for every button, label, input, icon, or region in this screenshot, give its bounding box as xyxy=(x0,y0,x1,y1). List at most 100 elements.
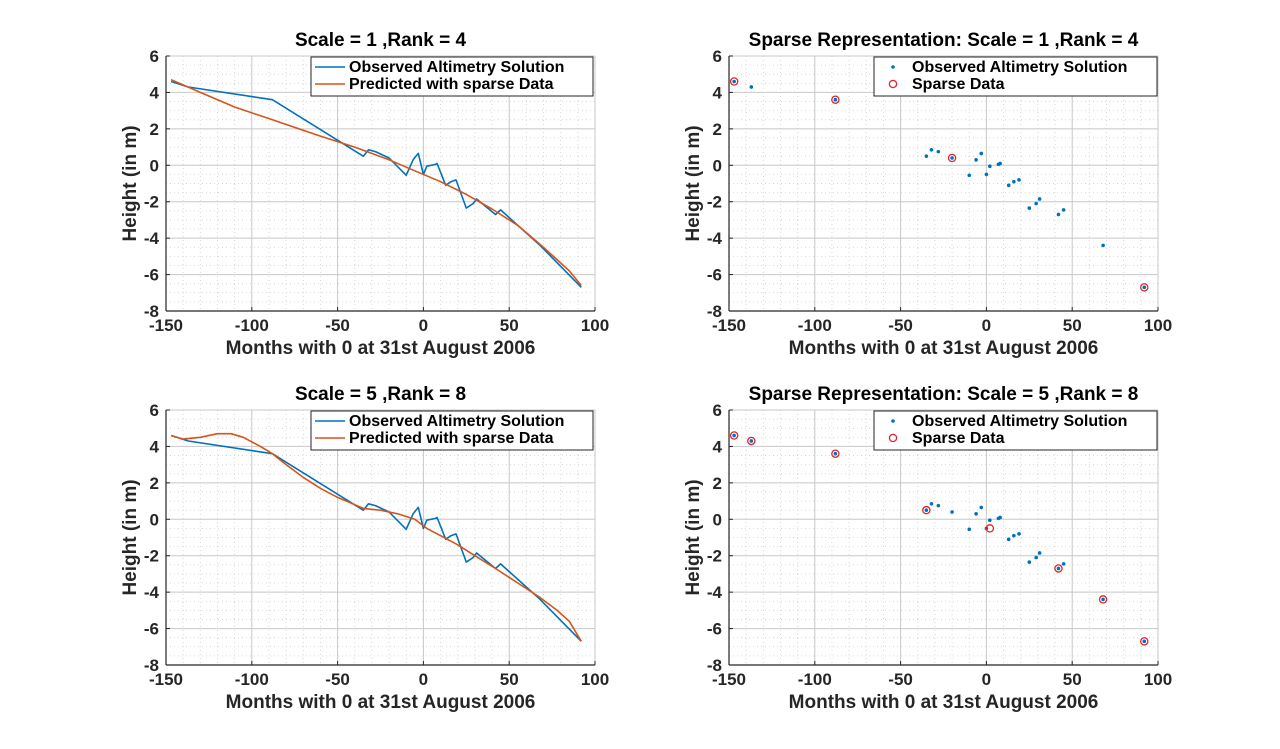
data-point xyxy=(974,158,978,162)
data-point xyxy=(732,79,736,84)
x-tick-label: 100 xyxy=(1144,316,1172,335)
sparse-point xyxy=(947,153,957,163)
data-point xyxy=(1037,551,1042,555)
y-tick-label: -6 xyxy=(707,266,722,285)
y-tick-label: -2 xyxy=(144,547,159,566)
y-tick-label: 0 xyxy=(713,156,722,175)
sparse-point xyxy=(1140,637,1149,646)
y-tick-label: 6 xyxy=(150,47,159,66)
legend-box xyxy=(873,410,1158,451)
major-grid xyxy=(165,55,596,312)
y-tick-label: -8 xyxy=(144,656,159,675)
legend-swatch xyxy=(888,79,898,89)
y-tick-label: -6 xyxy=(144,266,159,285)
data-point xyxy=(924,154,929,158)
x-tick-label: 50 xyxy=(500,670,519,689)
y-tick-label: -6 xyxy=(144,620,159,639)
y-tick-label: 2 xyxy=(713,474,722,493)
sparse-point xyxy=(985,524,995,533)
legend-box xyxy=(310,56,594,97)
x-tick-label: -100 xyxy=(235,670,269,689)
legend-label: Observed Altimetry Solution xyxy=(912,59,1127,76)
x-tick-label: 50 xyxy=(500,316,519,335)
sparse-point xyxy=(1140,283,1149,292)
series-line xyxy=(170,80,582,288)
series-line xyxy=(170,78,582,287)
legend-swatch xyxy=(891,419,895,423)
minor-grid xyxy=(729,410,1158,665)
legend-box xyxy=(310,410,594,451)
x-tick-label: -50 xyxy=(888,670,913,689)
data-point xyxy=(1027,560,1032,564)
subplot-3: -150 -100 -50 0 50 100 6 4 2 0 -2 -4 -6 -8 Scale = 5 ,… xyxy=(120,384,609,713)
data-point xyxy=(950,156,954,160)
series-line xyxy=(170,432,582,642)
x-tick-label: 0 xyxy=(982,316,991,335)
series-line xyxy=(170,434,582,642)
data-point xyxy=(1061,208,1066,212)
data-point xyxy=(950,510,954,514)
x-tick-label: -100 xyxy=(798,316,832,335)
y-tick-label: -4 xyxy=(707,229,723,248)
sparse-point xyxy=(729,77,739,86)
chart-title: Scale = 1 ,Rank = 4 xyxy=(295,30,467,51)
legend-label: Predicted with sparse Data xyxy=(349,430,554,447)
data-point xyxy=(967,173,972,178)
y-tick-label: -8 xyxy=(707,656,722,675)
y-axis-label: Height (in m) xyxy=(120,125,141,241)
x-tick-label: 100 xyxy=(1144,670,1172,689)
data-point xyxy=(1012,179,1016,184)
x-tick-label: -100 xyxy=(798,670,832,689)
minor-grid xyxy=(166,410,595,665)
data-point xyxy=(929,148,934,152)
data-point xyxy=(1056,566,1061,571)
legend-box xyxy=(873,56,1158,97)
data-point xyxy=(929,502,934,506)
x-axis-label: Months with 0 at 31st August 2006 xyxy=(789,692,1099,713)
y-tick-label: -4 xyxy=(707,583,723,602)
series-line xyxy=(170,78,582,287)
series-circle xyxy=(729,77,1149,292)
legend-label: Observed Altimetry Solution xyxy=(349,413,564,430)
y-tick-label: -6 xyxy=(707,620,722,639)
legend-swatch xyxy=(888,433,898,443)
y-tick-label: 2 xyxy=(150,120,159,139)
data-point xyxy=(1017,532,1021,536)
x-tick-label: -50 xyxy=(325,670,350,689)
data-point xyxy=(1006,537,1011,542)
sparse-point xyxy=(747,436,756,446)
legend-label: Predicted with sparse Data xyxy=(349,76,554,93)
x-tick-label: 0 xyxy=(982,670,991,689)
y-axis-label: Height (in m) xyxy=(683,125,704,241)
y-tick-label: -8 xyxy=(707,302,722,321)
legend-swatch xyxy=(891,65,895,69)
series-line xyxy=(170,80,582,288)
sparse-point xyxy=(831,95,840,104)
series-line xyxy=(170,432,582,642)
data-point xyxy=(1037,197,1042,201)
x-tick-label: 0 xyxy=(419,316,428,335)
sparse-point xyxy=(729,431,739,440)
data-point xyxy=(967,527,972,532)
y-tick-label: 6 xyxy=(713,401,722,420)
data-point xyxy=(974,512,978,516)
y-tick-label: 6 xyxy=(713,47,722,66)
x-tick-label: -50 xyxy=(888,316,913,335)
y-axis-label: Height (in m) xyxy=(683,479,704,595)
chart-title: Sparse Representation: Scale = 5 ,Rank =… xyxy=(749,384,1139,405)
data-point xyxy=(1056,212,1061,217)
data-point xyxy=(749,85,754,89)
x-tick-label: -100 xyxy=(235,316,269,335)
x-axis-label: Months with 0 at 31st August 2006 xyxy=(226,338,536,359)
data-point xyxy=(988,518,992,522)
x-tick-label: 100 xyxy=(581,670,609,689)
subplot-2: -150 -100 -50 0 50 100 6 4 2 0 -2 -4 -6 -8 Sparse Repr… xyxy=(683,30,1172,359)
sparse-point xyxy=(922,505,931,515)
x-tick-label: -150 xyxy=(712,316,746,335)
x-tick-label: -50 xyxy=(325,316,350,335)
x-tick-label: -150 xyxy=(149,316,183,335)
data-point xyxy=(924,508,929,512)
series-dot xyxy=(732,79,1147,290)
